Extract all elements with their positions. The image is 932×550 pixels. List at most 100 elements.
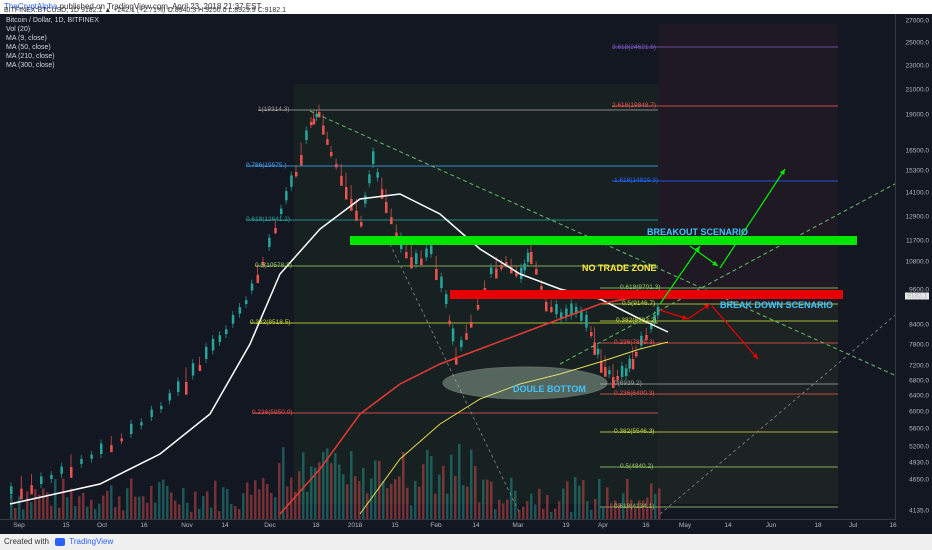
volume-bar bbox=[102, 495, 105, 520]
price-chart bbox=[9, 24, 932, 520]
volume-bar bbox=[294, 491, 297, 520]
volume-bar bbox=[462, 485, 465, 520]
volume-bar bbox=[438, 474, 441, 520]
tradingview-brand[interactable]: TradingView bbox=[69, 537, 114, 546]
breakdown-arrow-3 bbox=[711, 305, 759, 360]
volume-bar bbox=[538, 488, 541, 520]
price-tick: 8400.0 bbox=[909, 321, 929, 329]
volume-bar bbox=[454, 475, 457, 520]
time-tick: May bbox=[678, 522, 692, 529]
candle-body bbox=[612, 377, 615, 388]
fib-label: 0.618(9701.3) bbox=[620, 284, 661, 291]
candle-body bbox=[310, 122, 313, 126]
volume-bar bbox=[590, 509, 593, 520]
candle-body bbox=[368, 174, 371, 184]
price-axis[interactable]: 27000.0 25000.0 23000.0 21000.0 19000.0 … bbox=[895, 14, 932, 520]
volume-bar bbox=[282, 447, 285, 520]
candle-body bbox=[150, 409, 153, 417]
volume-bar bbox=[490, 481, 493, 520]
volume-bar bbox=[486, 479, 489, 520]
fib-label: 0.382(5546.3) bbox=[614, 428, 655, 435]
breakdown-arrow-3-head bbox=[752, 353, 758, 359]
time-axis[interactable]: Sep 15 Oct 16 Nov 14 Dec 18 2018 15 Feb … bbox=[0, 519, 897, 534]
fib-label: 1.618(14819.3) bbox=[614, 177, 659, 184]
candle-body bbox=[520, 267, 523, 279]
time-tick: 16 bbox=[642, 522, 650, 529]
chart-area[interactable]: Bitcoin / Dollar, 1D, BITFINEX Vol (20) … bbox=[0, 14, 932, 534]
candle-body bbox=[526, 252, 530, 262]
fib-label: 0.5(4840.2) bbox=[620, 463, 654, 470]
volume-bar bbox=[302, 452, 305, 520]
candle-body bbox=[205, 346, 208, 359]
fib-label: 0.382(8592.2) bbox=[616, 317, 657, 324]
ticker-line: BITFINEX:BTCUSD, 1D 9182.1 ▲ +242.1 (+2.… bbox=[4, 7, 287, 14]
time-tick: Jul bbox=[848, 522, 858, 529]
time-tick: 16 bbox=[140, 522, 148, 529]
candle-body bbox=[656, 306, 660, 316]
volume-bar bbox=[530, 493, 533, 520]
volume-bar bbox=[266, 483, 269, 520]
candle-body bbox=[445, 294, 448, 304]
footer-bar: Created with TradingView bbox=[0, 534, 932, 550]
price-tick: 12900.0 bbox=[905, 213, 930, 221]
volume-bar bbox=[382, 481, 385, 520]
volume-bar bbox=[362, 468, 365, 520]
volume-bar bbox=[586, 501, 589, 520]
volume-bar bbox=[482, 479, 485, 520]
volume-bar bbox=[338, 464, 341, 520]
author-link[interactable]: TheCryptAlpha bbox=[4, 2, 58, 11]
price-tick: 27000.0 bbox=[905, 17, 930, 25]
volume-bar bbox=[26, 491, 29, 520]
volume-bar bbox=[434, 493, 437, 520]
fib-label: 3.618(24621.6) bbox=[612, 44, 657, 51]
breakout-arrow-2 bbox=[689, 245, 719, 267]
candle-body bbox=[455, 357, 458, 365]
fib-fan-line bbox=[659, 283, 932, 515]
time-tick: 14 bbox=[221, 522, 229, 529]
volume-bar bbox=[410, 505, 413, 520]
legend-indicator[interactable]: MA (300, close) bbox=[6, 62, 55, 69]
volume-bar bbox=[594, 499, 597, 520]
legend-indicator[interactable]: Vol (20) bbox=[6, 26, 31, 33]
candle-body bbox=[415, 253, 418, 264]
candle-body bbox=[50, 474, 53, 479]
volume-bar bbox=[230, 503, 233, 520]
volume-bar bbox=[94, 509, 97, 520]
candle-body bbox=[315, 114, 318, 118]
candle-body bbox=[640, 335, 643, 346]
price-tick: 4650.0 bbox=[909, 476, 929, 484]
candle-body bbox=[545, 302, 548, 312]
volume-bar bbox=[74, 506, 77, 520]
volume-bar bbox=[142, 496, 145, 520]
candle-body bbox=[262, 262, 265, 266]
price-tick: 4930.0 bbox=[909, 459, 929, 467]
support-band bbox=[450, 290, 843, 299]
legend-indicator[interactable]: MA (50, close) bbox=[6, 44, 51, 51]
legend-indicator[interactable]: MA (9, close) bbox=[6, 35, 47, 42]
volume-bar bbox=[214, 480, 217, 520]
candle-body bbox=[274, 228, 277, 234]
candle-body bbox=[280, 208, 283, 214]
volume-bar bbox=[390, 483, 393, 520]
volume-bar bbox=[326, 448, 329, 520]
candle-body bbox=[600, 362, 603, 373]
volume-bar bbox=[110, 485, 113, 520]
publish-info: published on TradingView.com, April 23, … bbox=[59, 2, 262, 11]
volume-bar bbox=[242, 493, 245, 520]
volume-bar bbox=[498, 499, 501, 520]
candle-body bbox=[10, 486, 13, 494]
candle-body bbox=[380, 189, 384, 199]
candle-body bbox=[476, 305, 480, 310]
volume-bar bbox=[418, 486, 421, 520]
candle-body bbox=[550, 307, 553, 313]
candle-body bbox=[620, 365, 624, 377]
legend-indicator[interactable]: MA (210, close) bbox=[6, 53, 55, 60]
candle-body bbox=[305, 130, 308, 140]
volume-bar bbox=[658, 488, 661, 520]
candle-body bbox=[90, 454, 93, 459]
candle-body bbox=[495, 268, 498, 279]
volume-bar bbox=[598, 478, 601, 520]
uptrend-line bbox=[559, 163, 932, 365]
volume-bar bbox=[290, 477, 293, 520]
volume-bar bbox=[566, 481, 569, 520]
